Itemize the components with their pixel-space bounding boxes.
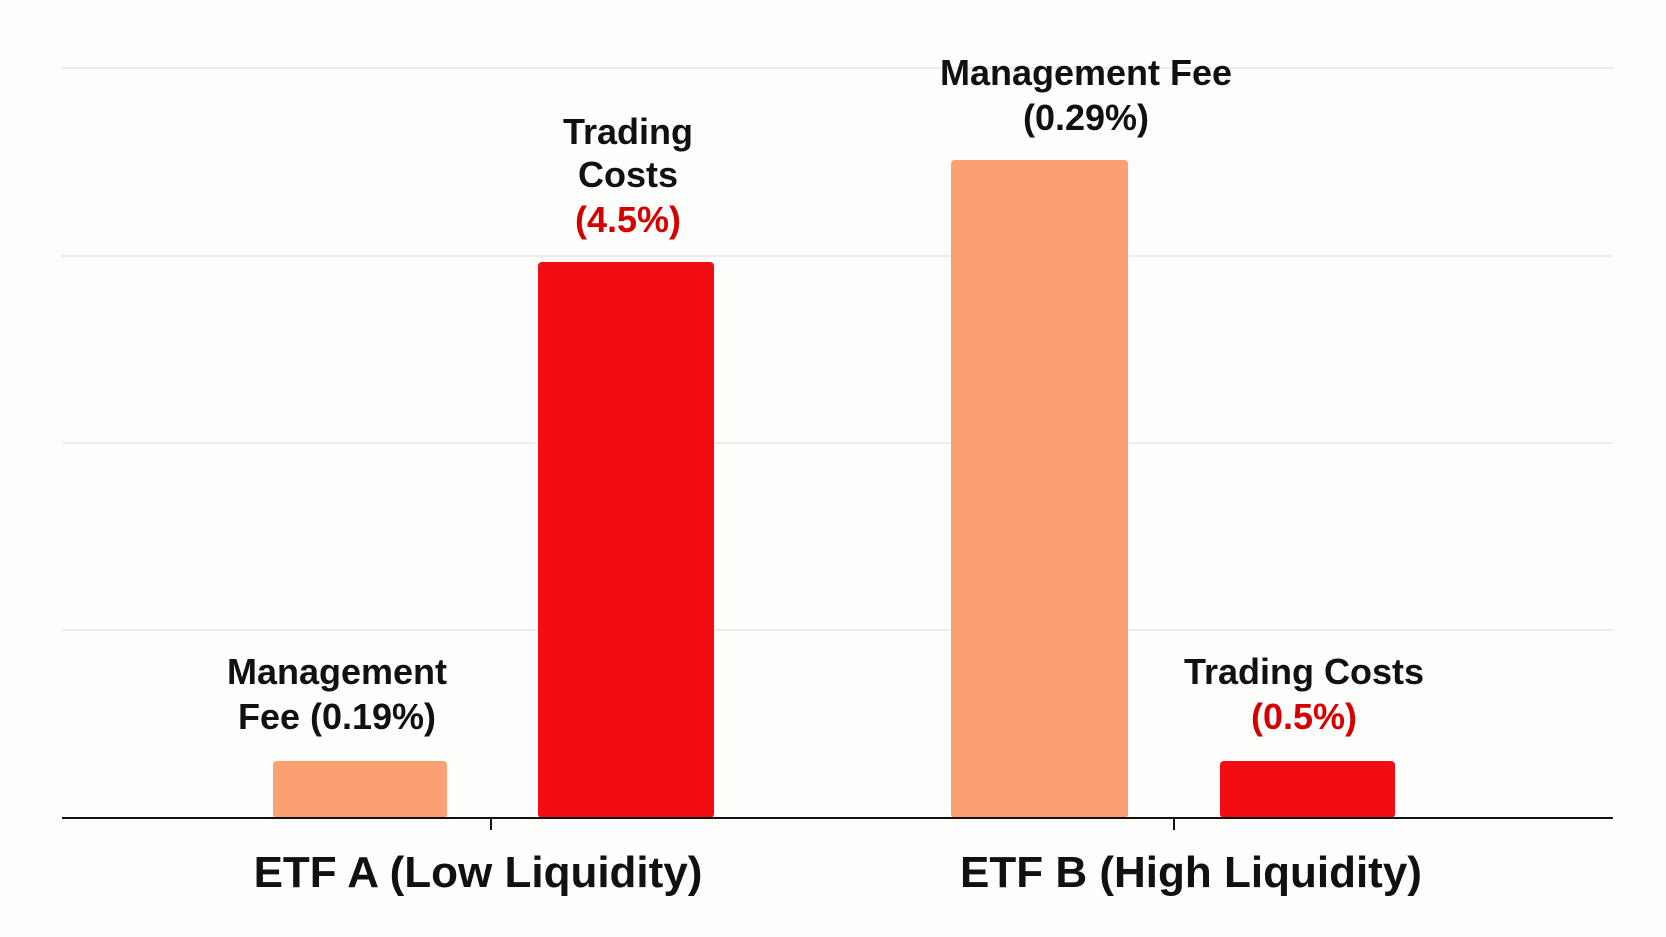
bars [273, 160, 1395, 818]
x-tick-label-etf-a: ETF A (Low Liquidity) [254, 848, 703, 897]
bar-data-label: (4.5%) [575, 199, 681, 240]
bar-data-label: (0.5%) [1251, 696, 1357, 737]
bar-trading-costs-etf-a [538, 262, 714, 818]
x-axis-ticks [490, 818, 1175, 830]
bar-data-label: Fee (0.19%) [238, 696, 436, 737]
bar-data-label: Costs [578, 154, 678, 195]
bar-data-label: Management Fee [940, 52, 1232, 93]
bar-management-fee-etf-a [273, 761, 447, 818]
bar-data-label: Trading Costs [1184, 651, 1424, 692]
bar-data-label: Trading [563, 111, 693, 152]
gridlines [62, 67, 1613, 631]
bar-data-label: Management [227, 651, 447, 692]
bar-trading-costs-etf-b [1220, 761, 1395, 818]
bar-management-fee-etf-b [951, 160, 1128, 818]
x-tick-label-etf-b: ETF B (High Liquidity) [960, 848, 1422, 897]
bar-data-label: (0.29%) [1023, 97, 1149, 138]
